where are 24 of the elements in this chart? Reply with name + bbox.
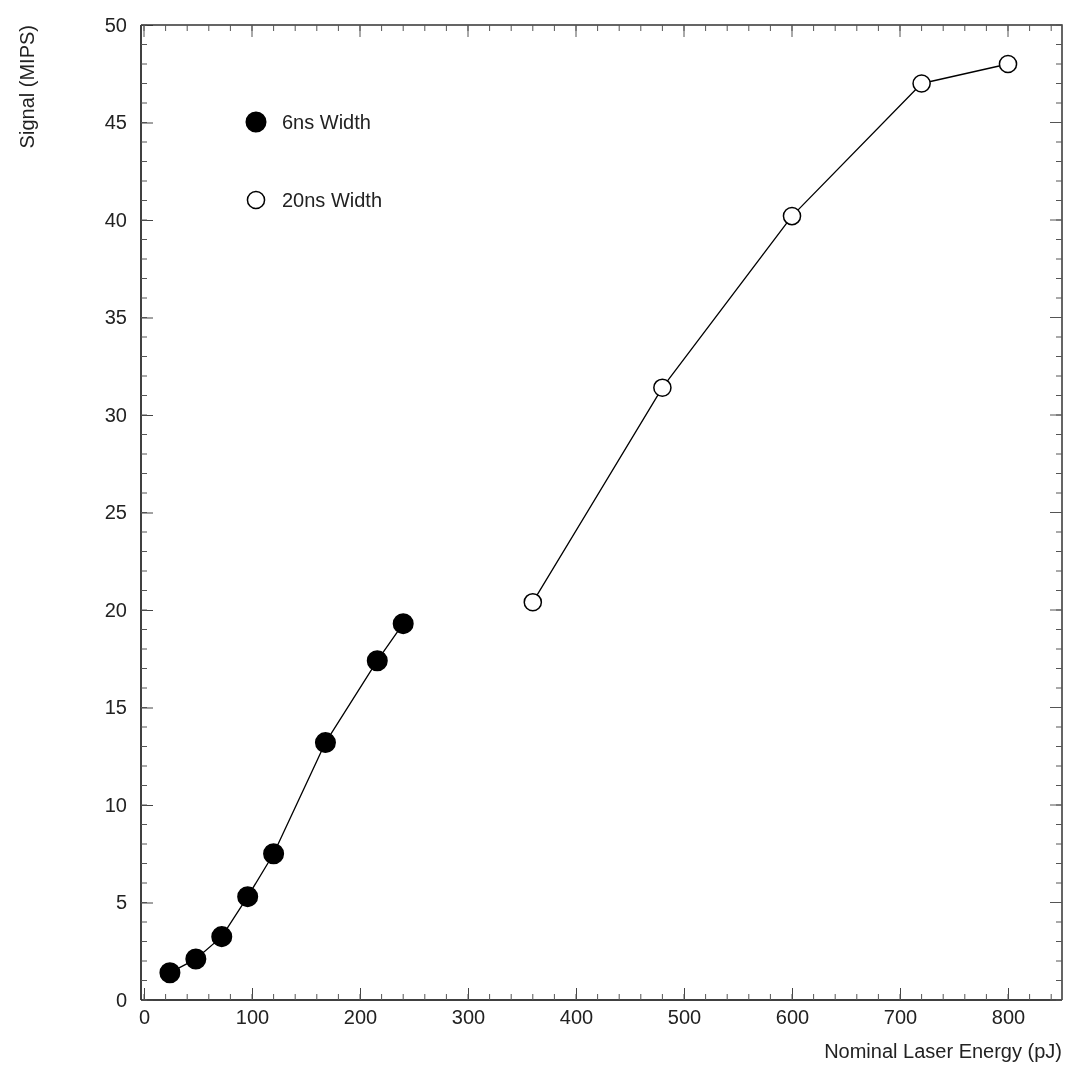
y-tick-label: 20 [104, 598, 127, 621]
y-tick-label: 10 [104, 793, 127, 816]
x-tick-label: 200 [343, 1006, 378, 1029]
legend-label: 6ns Width [282, 111, 371, 133]
y-tick-label: 0 [115, 988, 127, 1011]
x-tick-label: 100 [235, 1006, 270, 1029]
y-tick-label: 40 [104, 208, 127, 231]
y-tick-label: 45 [104, 111, 127, 134]
y-tick-label: 15 [104, 696, 127, 719]
y-tick-label: 35 [104, 306, 127, 329]
y-tick-label: 25 [104, 501, 127, 524]
x-tick-label: 800 [991, 1006, 1026, 1029]
x-tick-label: 500 [667, 1006, 702, 1029]
x-tick-label: 400 [559, 1006, 594, 1029]
x-tick-label: 700 [883, 1006, 918, 1029]
x-axis-title: Nominal Laser Energy (pJ) [824, 1040, 1062, 1062]
y-tick-label: 5 [115, 891, 127, 914]
x-tick-label: 300 [451, 1006, 486, 1029]
y-tick-label: 50 [104, 13, 127, 36]
x-tick-label: 0 [138, 1006, 151, 1029]
legend-label: 20ns Width [282, 189, 383, 211]
x-tick-label: 600 [775, 1006, 810, 1029]
y-tick-label: 30 [104, 403, 127, 426]
y-axis-title: Signal (MIPS) [16, 25, 38, 149]
